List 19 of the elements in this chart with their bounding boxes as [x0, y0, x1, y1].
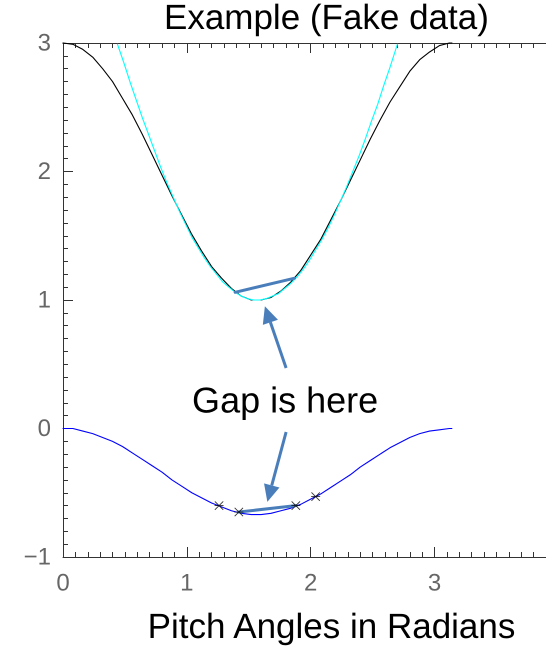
line-series: [116, 44, 398, 301]
y-tick-label: 3: [38, 30, 51, 56]
point: [234, 508, 244, 517]
point: [291, 501, 300, 510]
line-series: [62, 42, 452, 301]
x-tick-label: 2: [304, 570, 318, 596]
point: [214, 501, 224, 510]
x-tick-label: 3: [428, 570, 442, 596]
chart-title: Example (Fake data): [164, 0, 489, 37]
x-axis-title: Pitch Angles in Radians: [148, 607, 516, 646]
point: [311, 492, 320, 502]
line-series: [62, 428, 452, 516]
y-tick-label: 2: [38, 158, 51, 185]
y-tick-label: 1: [38, 286, 51, 314]
y-tick-label: −1: [24, 544, 51, 570]
y-tick-label: 0: [38, 415, 51, 442]
x-tick-label: 0: [56, 570, 70, 596]
x-tick-label: 1: [180, 570, 194, 596]
annotation: Gap is here: [192, 380, 378, 421]
